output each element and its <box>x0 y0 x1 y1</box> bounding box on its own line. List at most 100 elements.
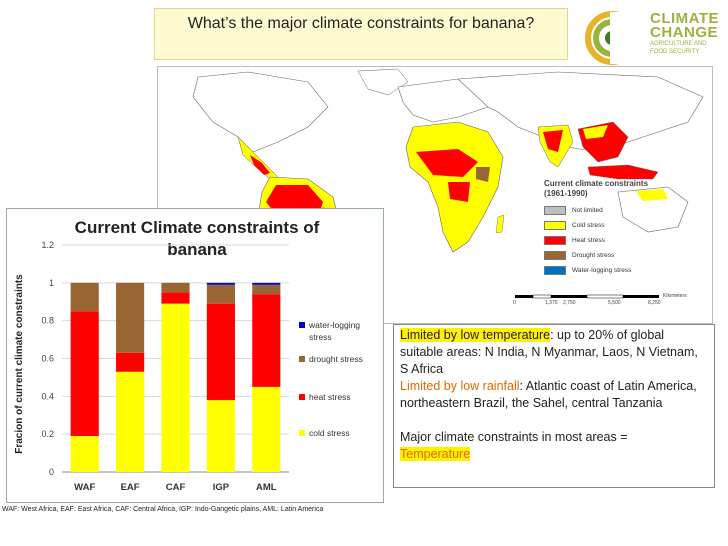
chart-legend-label-line2: stress <box>309 332 332 342</box>
slide-title-text: What’s the major climate constraints for… <box>187 15 535 32</box>
chart-x-tick-label: IGP <box>213 482 230 493</box>
chart-legend-swatch <box>299 356 305 362</box>
logo-line1: CLIMATE <box>650 10 720 27</box>
map-legend-label: Cold stress <box>572 222 605 229</box>
scale-tick: 1,375 <box>545 300 558 306</box>
finding-low-temperature-text: : up to 20% of global suitable areas: N … <box>400 328 698 376</box>
logo-line4: FOOD SECURITY <box>650 49 700 55</box>
bar-segment-igp-water-logging-stress <box>206 282 235 285</box>
finding-low-rainfall: Limited by low rainfall: Atlantic coast … <box>400 378 708 412</box>
climate-change-logo-icon <box>585 11 640 65</box>
scale-tick: 5,500 <box>608 300 621 306</box>
bar-segment-waf-cold-stress <box>70 436 99 472</box>
map-central-america-heat <box>250 155 270 175</box>
map-legend-swatch-not-limited <box>544 206 566 215</box>
map-legend-item: Not limited <box>544 203 704 218</box>
bar-segment-aml-cold-stress <box>252 386 281 472</box>
chart-y-tick-label: 0.8 <box>41 316 54 326</box>
map-legend-label: Water-logging stress <box>572 267 632 274</box>
chart-x-tick-label: AML <box>256 482 277 493</box>
scale-tick: 8,250 <box>648 300 661 306</box>
chart-y-tick-label: 0.6 <box>41 354 54 364</box>
map-asia <box>457 71 704 153</box>
map-legend-title: Current climate constraints <box>544 179 649 188</box>
chart-x-tick-label: WAF <box>74 482 95 493</box>
scalebar-icon <box>515 294 659 299</box>
map-africa-drought <box>476 167 490 182</box>
logo-text: CLIMATE CHANGE AGRICULTURE AND FOOD SECU… <box>650 10 720 56</box>
scale-unit: Kilometers <box>663 293 687 299</box>
bar-segment-igp-cold-stress <box>206 400 235 472</box>
map-greenland <box>357 68 409 96</box>
map-north-america <box>192 71 329 153</box>
bar-chart-panel: Current Climate constraints of banana Fr… <box>6 208 384 503</box>
bar-segment-igp-drought-stress <box>206 284 235 304</box>
bar-segment-caf-heat-stress <box>161 292 190 304</box>
scale-tick: 0 <box>513 300 516 306</box>
map-legend-item: Drought stress <box>544 248 704 263</box>
bar-segment-waf-drought-stress <box>70 282 99 312</box>
map-africa-heat2 <box>448 182 470 202</box>
bar-segment-aml-drought-stress <box>252 284 281 295</box>
bar-segment-waf-heat-stress <box>70 311 99 437</box>
chart-title-line1: Current Climate constraints of <box>75 218 320 237</box>
map-se-asia-cold <box>583 125 608 139</box>
bar-segment-caf-drought-stress <box>161 282 190 293</box>
chart-legend-label: water-logging <box>308 320 360 330</box>
bar-segment-caf-cold-stress <box>161 303 190 472</box>
chart-legend-label: cold stress <box>309 428 350 438</box>
logo-line2: CHANGE <box>650 24 719 41</box>
chart-legend-label: heat stress <box>309 392 351 402</box>
map-legend-label: Drought stress <box>572 252 615 259</box>
finding-low-rainfall-label: Limited by low rainfall <box>400 379 520 393</box>
stacked-bar-chart: Current Climate constraints of banana Fr… <box>14 218 363 493</box>
map-legend-swatch-heat <box>544 236 566 245</box>
chart-legend-label: drought stress <box>309 354 363 364</box>
chart-legend-swatch <box>299 430 305 436</box>
map-africa-heat <box>416 149 478 177</box>
map-madagascar <box>495 214 505 234</box>
bar-segment-eaf-drought-stress <box>116 282 145 353</box>
bar-segment-aml-heat-stress <box>252 294 281 387</box>
bar-segment-igp-heat-stress <box>206 303 235 401</box>
map-legend-swatch-cold <box>544 221 566 230</box>
map-legend: Current climate constraints (1961-1990) … <box>544 179 704 278</box>
map-legend-item: Water-logging stress <box>544 263 704 278</box>
chart-title-line2: banana <box>167 240 227 259</box>
findings-textbox: Limited by low temperature: up to 20% of… <box>393 324 715 488</box>
bar-segment-eaf-cold-stress <box>116 371 145 472</box>
finding-low-rainfall-text: : Atlantic coast of Latin America, north… <box>400 379 697 410</box>
map-legend-item: Cold stress <box>544 218 704 233</box>
finding-major-constraint-highlight: Temperature <box>400 447 471 461</box>
bar-segment-aml-water-logging-stress <box>252 282 281 285</box>
abbreviation-footnote: WAF: West Africa, EAF: East Africa, CAF:… <box>2 506 324 513</box>
finding-low-temperature-label: Limited by low temperature <box>400 328 551 342</box>
scale-tick: 2,750 <box>563 300 576 306</box>
map-legend-label: Not limited <box>572 207 603 214</box>
finding-major-constraint: Major climate constraints in most areas … <box>400 429 708 463</box>
map-legend-item: Heat stress <box>544 233 704 248</box>
map-australia <box>617 186 689 233</box>
chart-legend-swatch <box>299 322 305 328</box>
map-scalebar: 0 1,375 2,750 5,500 8,250 Kilometers <box>513 293 688 313</box>
map-legend-swatch-drought <box>544 251 566 260</box>
chart-y-tick-label: 0 <box>49 467 54 477</box>
map-legend-swatch-waterlogging <box>544 266 566 275</box>
chart-y-tick-label: 1 <box>49 278 54 288</box>
map-legend-label: Heat stress <box>572 237 605 244</box>
finding-low-temperature: Limited by low temperature: up to 20% of… <box>400 327 708 378</box>
map-india-heat <box>543 130 563 152</box>
chart-y-axis-label: Fracion of current climate constraints <box>14 274 25 454</box>
chart-x-tick-label: EAF <box>121 482 140 493</box>
bar-segment-eaf-heat-stress <box>116 352 145 372</box>
finding-major-constraint-text: Major climate constraints in most areas … <box>400 430 628 444</box>
chart-y-tick-label: 0.4 <box>41 391 54 401</box>
map-legend-period: (1961-1990) <box>544 189 588 198</box>
chart-y-tick-label: 0.2 <box>41 429 54 439</box>
chart-y-tick-label: 1.2 <box>41 240 54 250</box>
map-australia-north <box>636 189 668 201</box>
map-indonesia <box>587 164 659 180</box>
logo-line3: AGRICULTURE AND <box>650 41 707 47</box>
chart-x-tick-label: CAF <box>166 482 186 493</box>
chart-legend-swatch <box>299 394 305 400</box>
